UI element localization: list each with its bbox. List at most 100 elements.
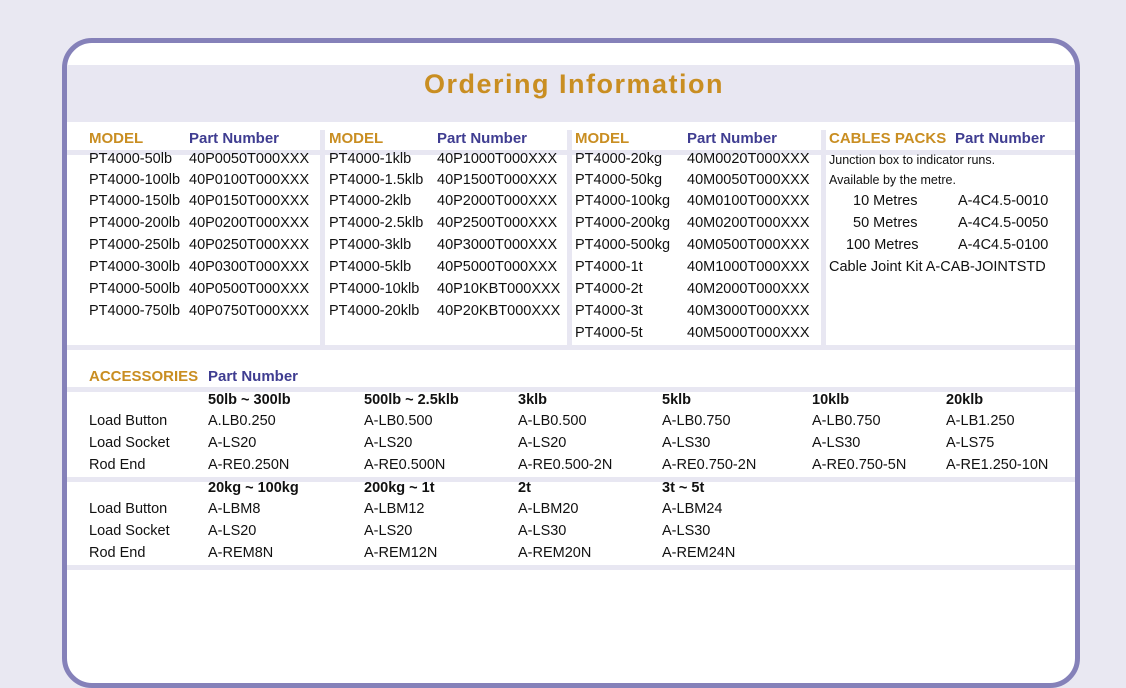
- accessory-part-number: A-LB0.750: [812, 413, 881, 429]
- cable-joint-kit: Cable Joint Kit A-CAB-JOINTSTD: [829, 259, 1046, 275]
- capacity-range: 2t: [518, 480, 531, 496]
- model-name: PT4000-3klb: [329, 237, 412, 253]
- part-number-header: Part Number: [687, 130, 778, 147]
- model-header: MODEL: [89, 130, 144, 147]
- capacity-range: 3t ~ 5t: [662, 480, 705, 496]
- row-label: Load Button: [89, 501, 168, 517]
- cable-length: 10 Metres: [853, 193, 918, 209]
- part-number: 40P5000T000XXX: [437, 259, 558, 275]
- part-number: 40M3000T000XXX: [687, 303, 810, 319]
- column-divider: [320, 130, 325, 345]
- model-name: PT4000-750lb: [89, 303, 181, 319]
- accessory-part-number: A-LBM20: [518, 501, 579, 517]
- accessory-part-number: A-LS20: [364, 435, 413, 451]
- model-name: PT4000-1klb: [329, 151, 412, 167]
- part-number: 40M0020T000XXX: [687, 151, 810, 167]
- part-number: 40P0250T000XXX: [189, 237, 310, 253]
- cable-length: 100 Metres: [846, 237, 919, 253]
- accessory-part-number: A-RE0.750-2N: [662, 457, 757, 473]
- row-label: Rod End: [89, 545, 146, 561]
- part-number: 40P0150T000XXX: [189, 193, 310, 209]
- group-divider: [67, 387, 1075, 392]
- accessory-part-number: A-LS30: [662, 523, 711, 539]
- cable-length: 50 Metres: [853, 215, 918, 231]
- capacity-range: 500lb ~ 2.5klb: [364, 392, 459, 408]
- cable-note: Available by the metre.: [829, 173, 956, 187]
- accessory-part-number: A-LS20: [518, 435, 567, 451]
- capacity-range: 20kg ~ 100kg: [208, 480, 299, 496]
- part-number-header: Part Number: [189, 130, 280, 147]
- row-label: Load Socket: [89, 435, 170, 451]
- accessory-part-number: A-REM20N: [518, 545, 592, 561]
- accessory-part-number: A-RE0.250N: [208, 457, 290, 473]
- model-name: PT4000-250lb: [89, 237, 181, 253]
- part-number: 40P0200T000XXX: [189, 215, 310, 231]
- capacity-range: 5klb: [662, 392, 692, 408]
- model-name: PT4000-2t: [575, 281, 643, 297]
- accessory-part-number: A-LBM12: [364, 501, 425, 517]
- page-title: Ordering Information: [424, 69, 724, 99]
- model-name: PT4000-10klb: [329, 281, 420, 297]
- part-number: 40P1500T000XXX: [437, 172, 558, 188]
- column-divider: [821, 130, 826, 345]
- accessory-part-number: A-LB0.750: [662, 413, 731, 429]
- part-number: 40P0100T000XXX: [189, 172, 310, 188]
- accessory-part-number: A-REM8N: [208, 545, 274, 561]
- model-name: PT4000-3t: [575, 303, 643, 319]
- accessory-part-number: A-RE1.250-10N: [946, 457, 1049, 473]
- model-name: PT4000-5t: [575, 325, 643, 341]
- capacity-range: 50lb ~ 300lb: [208, 392, 291, 408]
- accessory-part-number: A-REM12N: [364, 545, 438, 561]
- accessory-part-number: A.LB0.250: [208, 413, 276, 429]
- row-label: Rod End: [89, 457, 146, 473]
- row-label: Load Button: [89, 413, 168, 429]
- accessory-part-number: A-LS20: [208, 523, 257, 539]
- model-header: MODEL: [329, 130, 384, 147]
- part-number: 40M0500T000XXX: [687, 237, 810, 253]
- part-number: 40P0500T000XXX: [189, 281, 310, 297]
- model-name: PT4000-1t: [575, 259, 643, 275]
- accessory-part-number: A-LS30: [812, 435, 861, 451]
- part-number: 40P0750T000XXX: [189, 303, 310, 319]
- accessory-part-number: A-LS30: [518, 523, 567, 539]
- model-name: PT4000-5klb: [329, 259, 412, 275]
- capacity-range: 20klb: [946, 392, 984, 408]
- model-name: PT4000-1.5klb: [329, 172, 424, 188]
- part-number: 40P0300T000XXX: [189, 259, 310, 275]
- model-name: PT4000-150lb: [89, 193, 181, 209]
- accessory-part-number: A-LB0.500: [364, 413, 433, 429]
- part-number: 40P1000T000XXX: [437, 151, 558, 167]
- accessory-part-number: A-LS75: [946, 435, 995, 451]
- model-name: PT4000-100lb: [89, 172, 181, 188]
- row-label: Load Socket: [89, 523, 170, 539]
- capacity-range: 10klb: [812, 392, 850, 408]
- part-number: 40M1000T000XXX: [687, 259, 810, 275]
- model-name: PT4000-300lb: [89, 259, 181, 275]
- accessory-part-number: A-LBM8: [208, 501, 261, 517]
- table-bottom-divider: [67, 345, 1075, 350]
- group-divider: [67, 477, 1075, 482]
- title-band: [67, 65, 1075, 122]
- model-name: PT4000-500lb: [89, 281, 181, 297]
- part-number: 40P2500T000XXX: [437, 215, 558, 231]
- column-divider: [567, 130, 572, 345]
- model-name: PT4000-50lb: [89, 151, 173, 167]
- accessory-part-number: A-REM24N: [662, 545, 736, 561]
- part-number: 40M0200T000XXX: [687, 215, 810, 231]
- cable-part-number: A-4C4.5-0100: [958, 237, 1049, 253]
- part-number: 40M5000T000XXX: [687, 325, 810, 341]
- capacity-range: 3klb: [518, 392, 548, 408]
- part-number: 40P0050T000XXX: [189, 151, 310, 167]
- accessory-part-number: A-RE0.750-5N: [812, 457, 907, 473]
- part-number: 40P3000T000XXX: [437, 237, 558, 253]
- part-number: 40M2000T000XXX: [687, 281, 810, 297]
- cable-part-number: A-4C4.5-0010: [958, 193, 1049, 209]
- accessory-part-number: A-LBM24: [662, 501, 723, 517]
- model-header: MODEL: [575, 130, 630, 147]
- model-name: PT4000-200kg: [575, 215, 671, 231]
- part-number-header: Part Number: [437, 130, 528, 147]
- accessory-part-number: A-LB0.500: [518, 413, 587, 429]
- part-number: 40P20KBT000XXX: [437, 303, 561, 319]
- part-number: 40M0050T000XXX: [687, 172, 810, 188]
- cable-note: Junction box to indicator runs.: [829, 153, 996, 167]
